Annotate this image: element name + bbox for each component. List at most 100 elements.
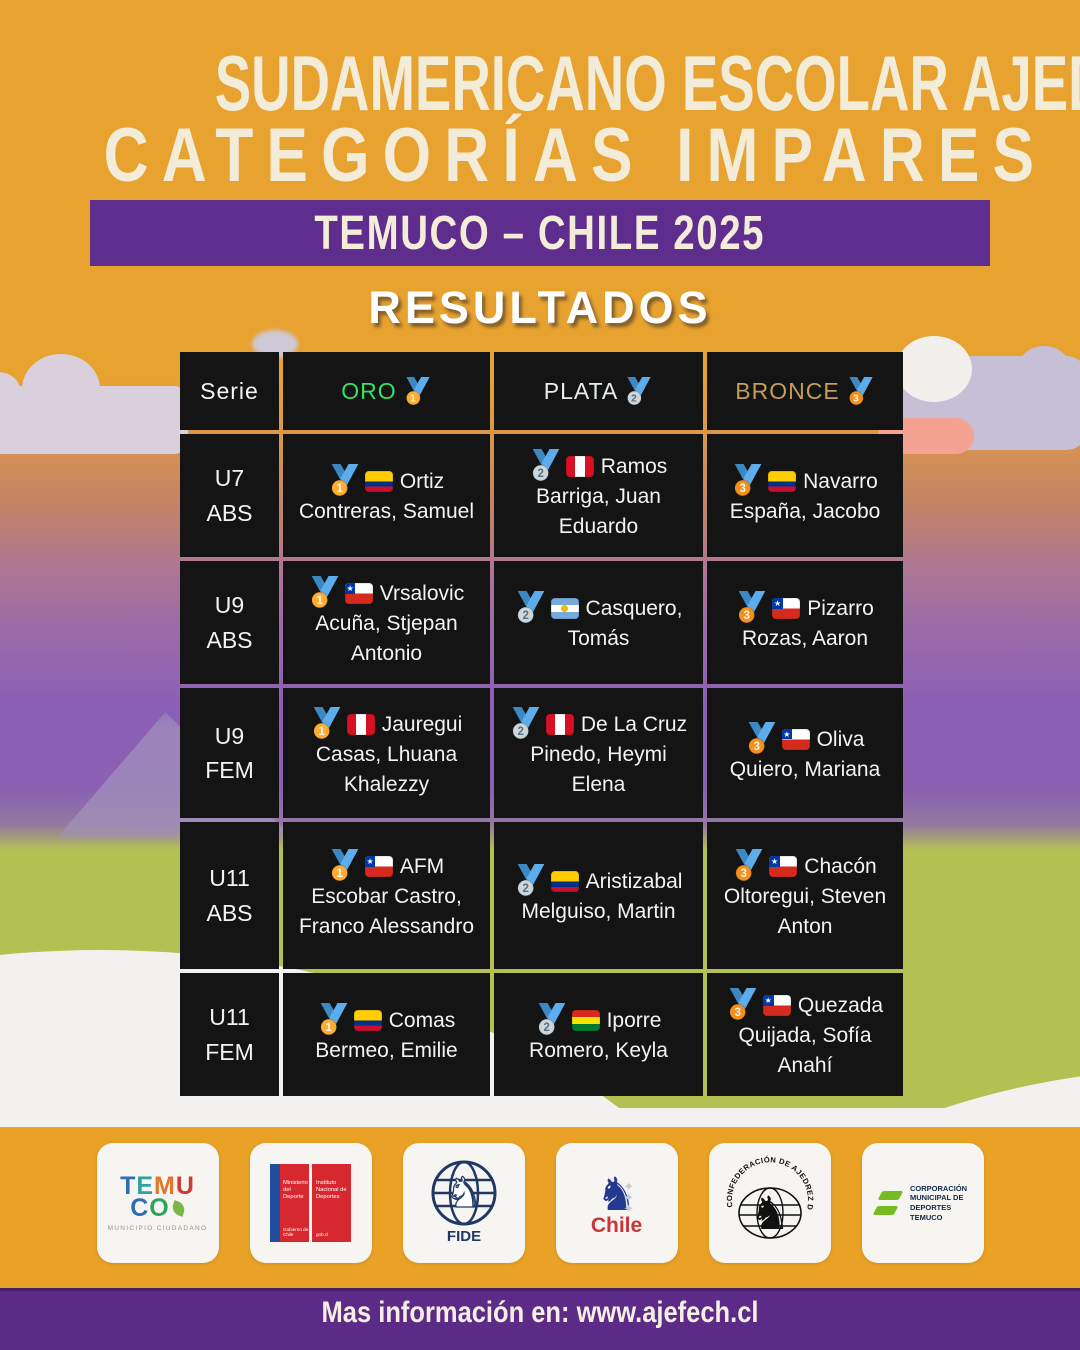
confederacion-ajedrez-america-logo: CONFEDERACIÓN DE AJEDREZ DE AMÉRICA ♞ bbox=[708, 1143, 831, 1263]
bronze-medal-icon: 3 bbox=[848, 377, 873, 405]
chile-flag-icon bbox=[772, 598, 801, 619]
gold-medalist-cell: 1 Comas Bermeo, Emilie bbox=[283, 973, 490, 1096]
temuco-letter: U bbox=[175, 1171, 195, 1200]
chile-flag-icon bbox=[762, 995, 791, 1016]
player-name: Ortiz Contreras, Samuel bbox=[298, 470, 475, 523]
bronze-medalist-cell: 3Oliva Quiero, Mariana bbox=[707, 688, 903, 818]
temuco-municipality-logo: TEMU CO MUNICIPIO CIUDADANO bbox=[96, 1143, 219, 1263]
svg-text:1: 1 bbox=[336, 868, 343, 880]
silver-medalist-cell: 2 Iporre Romero, Keyla bbox=[494, 973, 703, 1096]
cloud-right bbox=[878, 336, 1080, 454]
silver-medal-icon: 2 bbox=[512, 706, 540, 739]
colombia-flag-icon bbox=[550, 871, 579, 892]
chile-flag-icon bbox=[344, 583, 373, 604]
player-name: De La Cruz Pinedo, Heymi Elena bbox=[530, 712, 688, 796]
temuco-logo-letters: TEMU CO bbox=[120, 1171, 195, 1222]
column-header-bronce: BRONCE 3 bbox=[707, 352, 903, 430]
svg-text:♞: ♞ bbox=[445, 1169, 483, 1216]
svg-text:3: 3 bbox=[753, 741, 759, 753]
silver-medalist-cell: 2 De La Cruz Pinedo, Heymi Elena bbox=[494, 688, 703, 818]
bronze-medalist-cell: 3 Navarro España, Jacobo bbox=[707, 434, 903, 557]
svg-text:2: 2 bbox=[517, 726, 523, 738]
temuco-letter: C bbox=[130, 1193, 150, 1222]
bronze-medal-icon: 3 bbox=[729, 988, 757, 1021]
svg-text:♞: ♞ bbox=[749, 1187, 790, 1239]
colombia-flag-icon bbox=[364, 471, 393, 492]
peru-flag-icon bbox=[346, 713, 375, 735]
bronze-medalist-cell: 3Chacón Oltoregui, Steven Anton bbox=[707, 822, 903, 969]
bronze-medalist-cell: 3Pizarro Rozas, Aaron bbox=[707, 561, 903, 684]
player-name: Quezada Quijada, Sofía Anahí bbox=[738, 994, 884, 1077]
silver-medal-icon: 2 bbox=[532, 449, 560, 482]
ministerio-deporte-block: Ministerio del Deporte Gobierno de Chile bbox=[270, 1164, 309, 1242]
column-label: ORO bbox=[341, 377, 397, 404]
player-name: Chacón Oltoregui, Steven Anton bbox=[723, 855, 887, 938]
silver-medal-icon: 2 bbox=[516, 864, 544, 897]
player-name: Casquero, Tomás bbox=[567, 597, 683, 650]
svg-text:2: 2 bbox=[631, 394, 637, 405]
cmd-green-icon bbox=[872, 1187, 904, 1219]
svg-text:2: 2 bbox=[537, 468, 543, 480]
temuco-letter: E bbox=[136, 1171, 155, 1200]
chile-flag-icon bbox=[781, 728, 810, 750]
location-banner: TEMUCO – CHILE 2025 bbox=[90, 200, 990, 266]
player-name: Pizarro Rozas, Aaron bbox=[741, 597, 874, 650]
svg-text:1: 1 bbox=[318, 726, 325, 738]
chile-knight-icon: ♞ bbox=[595, 1167, 638, 1220]
gold-medalist-cell: 1 Jauregui Casas, Lhuana Khalezzy bbox=[283, 688, 490, 818]
temuco-letter: O bbox=[149, 1193, 170, 1222]
temuco-logo-caption: MUNICIPIO CIUDADANO bbox=[107, 1224, 208, 1232]
results-table: Serie ORO 1 PLATA 2 BRONCE 3 U7 ABS 1 Ortiz Contr… bbox=[180, 352, 903, 1096]
column-label: PLATA bbox=[543, 377, 619, 404]
chile-flag-icon bbox=[364, 856, 393, 877]
silver-medal-icon: 2 bbox=[516, 591, 544, 624]
serie-cell: U9 FEM bbox=[180, 688, 279, 818]
confederacion-globe-knight-icon: CONFEDERACIÓN DE AJEDREZ DE AMÉRICA ♞ bbox=[720, 1153, 815, 1239]
svg-text:3: 3 bbox=[853, 394, 859, 405]
player-name: AFM Escobar Castro, Franco Alessandro bbox=[298, 855, 475, 938]
gold-medal-icon: 1 bbox=[405, 377, 430, 405]
gobierno-chile-logo: Ministerio del Deporte Gobierno de Chile… bbox=[249, 1143, 372, 1263]
silver-medal-icon: 2 bbox=[627, 377, 651, 405]
federacion-chile-logo: ♞ ✦ ✦ ✦ Chile bbox=[555, 1143, 678, 1263]
bolivia-flag-icon bbox=[571, 1010, 600, 1031]
serie-cell: U9 ABS bbox=[180, 561, 279, 684]
svg-text:2: 2 bbox=[522, 610, 528, 622]
bronze-medal-icon: 3 bbox=[738, 591, 766, 624]
bronze-medal-icon: 3 bbox=[747, 721, 775, 754]
player-name: Ramos Barriga, Juan Eduardo bbox=[536, 455, 668, 538]
section-title: RESULTADOS bbox=[368, 282, 712, 333]
column-header-oro: ORO 1 bbox=[283, 352, 490, 430]
gold-medal-icon: 1 bbox=[312, 706, 341, 739]
silver-medal-icon: 2 bbox=[537, 1003, 565, 1036]
silver-medalist-cell: 2 Aristizabal Melguiso, Martin bbox=[494, 822, 703, 969]
title-line1: SUDAMERICANO ESCOLAR AJEDREZ bbox=[214, 39, 1080, 127]
fide-logo: ♞ FIDE bbox=[402, 1143, 525, 1263]
sponsor-logos-row: TEMU CO MUNICIPIO CIUDADANO Ministerio de… bbox=[0, 1143, 1080, 1263]
gold-medalist-cell: 1Vrsalovic Acuña, Stjepan Antonio bbox=[283, 561, 490, 684]
leaf-icon bbox=[169, 1199, 187, 1217]
player-name: Jauregui Casas, Lhuana Khalezzy bbox=[315, 712, 463, 796]
chile-logo-label: Chile bbox=[590, 1213, 643, 1237]
player-name: Comas Bermeo, Emilie bbox=[315, 1009, 458, 1062]
argentina-flag-icon bbox=[550, 598, 579, 619]
gold-medal-icon: 1 bbox=[331, 464, 359, 497]
player-name: Navarro España, Jacobo bbox=[729, 470, 881, 523]
svg-text:3: 3 bbox=[740, 483, 746, 495]
silver-medalist-cell: 2 Ramos Barriga, Juan Eduardo bbox=[494, 434, 703, 557]
temuco-letter: T bbox=[120, 1171, 137, 1200]
cloud-left bbox=[0, 354, 188, 454]
colombia-flag-icon bbox=[768, 471, 797, 492]
gold-medalist-cell: 1 Ortiz Contreras, Samuel bbox=[283, 434, 490, 557]
title-line2: CATEGORÍAS IMPARES bbox=[103, 113, 1048, 198]
serie-header: Serie bbox=[180, 352, 279, 430]
peru-flag-icon bbox=[545, 713, 574, 735]
silver-medalist-cell: 2 Casquero, Tomás bbox=[494, 561, 703, 684]
gold-medalist-cell: 1AFM Escobar Castro, Franco Alessandro bbox=[283, 822, 490, 969]
player-name: Aristizabal Melguiso, Martin bbox=[521, 870, 683, 923]
instituto-deportes-block: Instituto Nacional de Deportes gob.cl bbox=[312, 1164, 351, 1242]
svg-text:3: 3 bbox=[734, 1007, 740, 1019]
bronze-medalist-cell: 3Quezada Quijada, Sofía Anahí bbox=[707, 973, 903, 1096]
chile-flag-icon bbox=[769, 856, 798, 877]
